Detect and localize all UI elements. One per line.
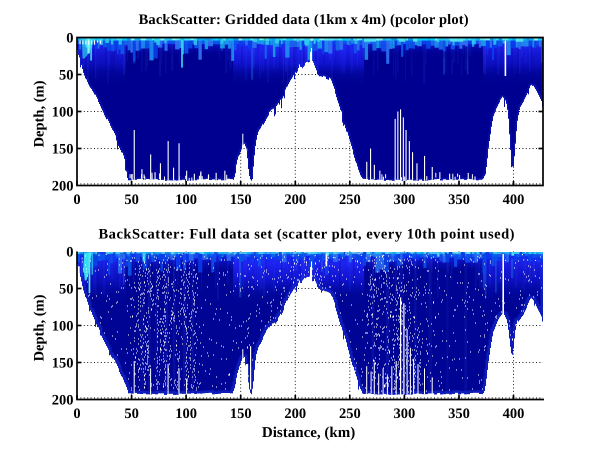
svg-text:300: 300 (394, 406, 416, 422)
svg-text:100: 100 (52, 105, 74, 121)
svg-text:Depth, (m): Depth, (m) (32, 80, 48, 147)
svg-text:50: 50 (59, 68, 74, 84)
svg-text:BackScatter: Full data set (sc: BackScatter: Full data set (scatter plot… (99, 227, 515, 243)
svg-text:150: 150 (52, 142, 74, 158)
svg-text:200: 200 (284, 192, 306, 208)
svg-text:200: 200 (284, 406, 306, 422)
svg-text:BackScatter: Gridded data (1km: BackScatter: Gridded data (1km x 4m) (pc… (139, 12, 469, 28)
svg-text:50: 50 (124, 406, 139, 422)
svg-text:400: 400 (503, 192, 525, 208)
svg-text:150: 150 (230, 406, 252, 422)
svg-text:150: 150 (230, 192, 252, 208)
svg-text:250: 250 (339, 192, 361, 208)
svg-text:0: 0 (66, 31, 73, 47)
svg-text:350: 350 (448, 192, 470, 208)
svg-text:250: 250 (339, 406, 361, 422)
svg-text:100: 100 (52, 319, 74, 335)
svg-text:150: 150 (52, 356, 74, 372)
svg-text:50: 50 (124, 192, 139, 208)
svg-text:100: 100 (175, 406, 197, 422)
svg-text:300: 300 (394, 192, 416, 208)
svg-text:50: 50 (59, 282, 74, 298)
svg-text:0: 0 (73, 192, 80, 208)
svg-text:200: 200 (52, 179, 74, 195)
svg-text:0: 0 (66, 245, 73, 261)
svg-text:200: 200 (52, 393, 74, 409)
svg-text:Distance, (km): Distance, (km) (262, 425, 355, 441)
svg-text:400: 400 (503, 406, 525, 422)
svg-text:350: 350 (448, 406, 470, 422)
svg-text:0: 0 (73, 406, 80, 422)
svg-text:Depth, (m): Depth, (m) (32, 294, 48, 361)
svg-text:100: 100 (175, 192, 197, 208)
